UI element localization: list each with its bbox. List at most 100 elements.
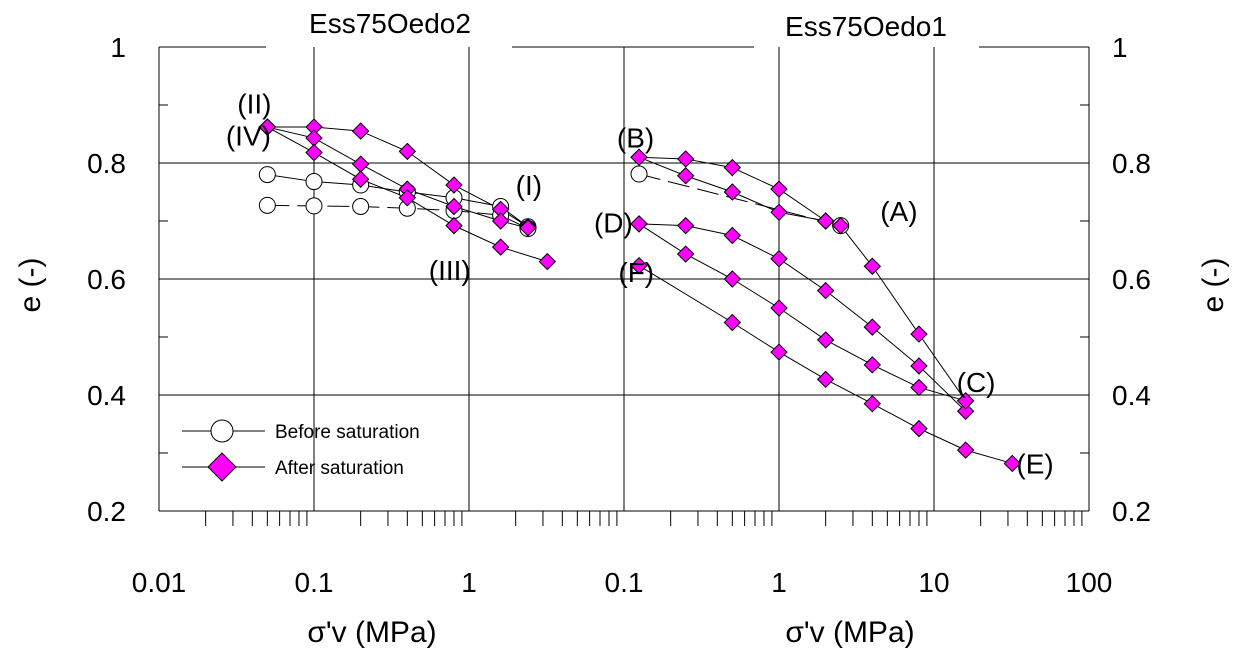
data-point-after-saturation [676,216,695,235]
x-tick-label: 0.1 [295,567,334,598]
data-point-after-saturation [351,122,370,140]
data-point-after-saturation [723,183,742,201]
y-tick-label-right: 0.8 [1112,148,1151,179]
data-point-before-saturation [305,173,323,191]
data-point-after-saturation [305,143,323,162]
data-point-after-saturation [723,226,742,245]
curve-annotation-label: (A) [880,196,917,227]
chart-text: Ess75Oedo2 Ess75Oedo1 σ'v (MPa) σ'v (MPa… [14,8,1230,649]
data-point-after-saturation [351,170,370,188]
y-tick-label-right: 0.6 [1112,264,1151,295]
axes [158,46,1090,526]
data-point-after-saturation [816,331,835,349]
curve-annotation-label: (C) [957,367,996,398]
left-panel-title: Ess75Oedo2 [309,8,471,39]
data-point-after-saturation [630,148,648,166]
data-point-after-saturation [538,252,557,271]
data-point-after-saturation [770,343,788,361]
legend-before-marker [210,419,234,443]
data-point-after-saturation [351,155,370,173]
curve-annotation-label: (F) [618,257,654,288]
data-point-after-saturation [519,219,537,237]
series-line-after-saturation [267,126,529,228]
curve-annotation-label: (IV) [226,121,271,152]
data-point-before-saturation [258,166,276,184]
data-point-after-saturation [910,357,928,375]
data-point-after-saturation [723,313,742,332]
data-point-after-saturation [445,197,463,216]
data-point-after-saturation [816,212,835,230]
series-line-after-saturation [639,223,966,412]
data-point-after-saturation [863,356,882,374]
data-point-after-saturation [1003,454,1022,473]
curve-annotation-label: (B) [617,122,654,153]
series-line-after-saturation [267,126,529,229]
data-point-after-saturation [491,238,510,256]
data-point-after-saturation [723,158,742,177]
data-point-after-saturation [770,299,788,317]
data-point-after-saturation [770,180,788,198]
x-tick-label: 100 [1066,567,1113,598]
data-point-after-saturation [910,378,928,397]
data-point-after-saturation [676,167,695,185]
right-panel-title: Ess75Oedo1 [785,11,947,42]
series-line-after-saturation [638,223,966,402]
data-point-after-saturation [398,189,417,207]
data-point-after-saturation [863,394,882,413]
x-tick-label: 1 [771,567,787,598]
data-point-after-saturation [491,212,510,230]
data-point-after-saturation [630,256,648,275]
y-tick-label-right: 1 [1112,32,1128,63]
y-tick-label-left: 1 [110,32,126,63]
data-point-before-saturation [630,165,648,183]
curve-annotation-label: (III) [429,255,471,286]
curve-annotation-label: (II) [237,89,271,120]
data-point-before-saturation [305,197,323,215]
data-point-after-saturation [770,203,788,222]
data-point-after-saturation [630,215,648,233]
series-line-after-saturation [840,225,967,402]
left-y-axis-label: e (-) [14,258,47,313]
data-point-after-saturation [910,419,928,438]
legend-before-label: Before saturation [275,422,420,443]
legend-after-label: After saturation [275,458,404,479]
data-point-after-saturation [816,281,835,300]
x-tick-label: 0.01 [132,567,187,598]
data-point-after-saturation [676,245,695,263]
x-tick-label: 10 [918,567,949,598]
x-tick-label: 1 [461,567,477,598]
data-point-after-saturation [831,216,850,235]
right-x-axis-label: σ'v (MPa) [785,616,914,649]
data-point-after-saturation [956,392,975,410]
series-line-before-saturation [638,173,841,227]
data-point-after-saturation [910,325,928,343]
y-tick-label-left: 0.2 [87,496,126,527]
left-x-axis-label: σ'v (MPa) [307,616,436,649]
x-tick-label: 0.1 [605,567,644,598]
legend: Before saturation After saturation [182,419,420,482]
y-tick-label-left: 0.4 [87,380,126,411]
data-point-after-saturation [445,176,463,194]
data-point-after-saturation [863,257,882,275]
data-point-after-saturation [863,318,882,336]
data-point-after-saturation [445,216,463,235]
data-point-after-saturation [398,142,417,161]
curve-annotation-label: (E) [1016,448,1053,479]
curve-annotation-label: (D) [594,208,633,239]
data-point-after-saturation [816,370,835,389]
right-y-axis-label: e (-) [1197,258,1230,313]
data-series [258,118,1022,473]
y-tick-label-right: 0.4 [1112,380,1151,411]
data-point-after-saturation [956,402,975,420]
data-point-before-saturation [258,196,276,214]
data-point-after-saturation [305,129,323,147]
data-point-after-saturation [676,150,695,168]
data-point-after-saturation [258,118,277,136]
data-point-after-saturation [770,249,788,268]
y-tick-label-right: 0.2 [1112,496,1151,527]
series-line-after-saturation [638,265,1013,464]
data-point-before-saturation [352,198,370,215]
y-tick-label-left: 0.8 [87,148,126,179]
data-point-after-saturation [723,270,742,288]
